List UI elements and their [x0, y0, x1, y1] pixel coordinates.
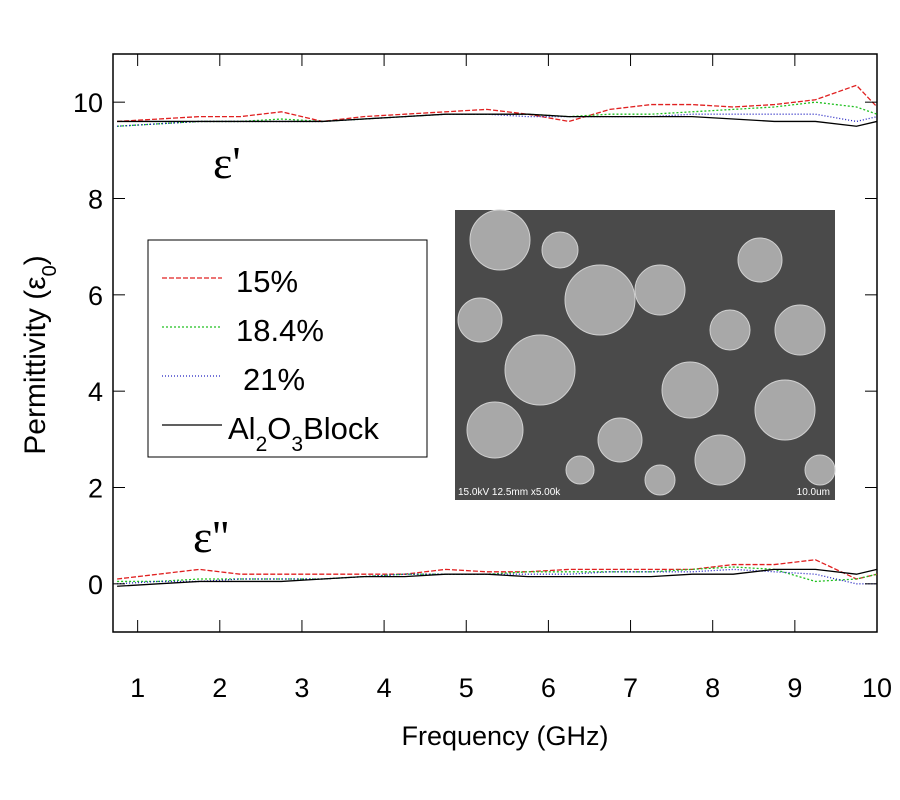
inset-particles [457, 209, 836, 496]
series-layer [117, 84, 878, 587]
inset-caption: 15.0kV 12.5mm x5.00k [458, 487, 561, 498]
legend-label-part: Al [228, 411, 256, 446]
x-tick-label: 8 [705, 673, 720, 703]
x-tick-label: 2 [212, 673, 227, 703]
y-tick-label: 0 [88, 570, 103, 600]
y-label-end: ) [19, 255, 52, 265]
y-tick-label: 2 [88, 474, 103, 504]
y-tick-label: 10 [73, 88, 103, 118]
legend-label: 15% [236, 264, 298, 299]
data-line [117, 568, 878, 587]
legend-label-part: O [267, 411, 291, 446]
data-line [117, 84, 878, 123]
x-axis-label: Frequency (GHz) [401, 721, 608, 751]
data-line [117, 113, 878, 127]
y-tick-label: 8 [88, 185, 103, 215]
annotation: ε' [213, 137, 241, 188]
x-tick-label: 1 [130, 673, 145, 703]
data-line [117, 113, 878, 127]
data-line [117, 568, 877, 585]
legend-label: 21% [243, 362, 305, 397]
legend-label-part: 3 [291, 433, 303, 456]
annotation: ε'' [193, 511, 229, 562]
x-tick-label: 5 [459, 673, 474, 703]
legend-label: 18.4% [236, 313, 324, 348]
x-tick-label: 3 [294, 673, 309, 703]
y-label-main: Permittivity (ε [19, 276, 52, 454]
y-axis-label: Permittivity (ε0) [19, 255, 61, 455]
legend-label: Al2O3Block [228, 411, 379, 456]
legend-label-part: Block [303, 411, 379, 446]
plot-frame [112, 53, 878, 633]
inset-image: 15.0kV 12.5mm x5.00k 10.0um [455, 209, 836, 500]
legend [147, 239, 428, 458]
y-tick-label: 6 [88, 281, 103, 311]
x-tick-label: 4 [377, 673, 392, 703]
x-tick-label: 10 [862, 673, 892, 703]
y-label-sub: 0 [39, 265, 61, 276]
x-tick-label: 9 [787, 673, 802, 703]
legend-label-part: 2 [256, 433, 268, 456]
inset-scale: 10.0um [797, 487, 830, 498]
y-tick-label: 4 [88, 377, 103, 407]
x-tick-label: 7 [623, 673, 638, 703]
x-tick-label: 6 [541, 673, 556, 703]
data-line [117, 559, 878, 580]
